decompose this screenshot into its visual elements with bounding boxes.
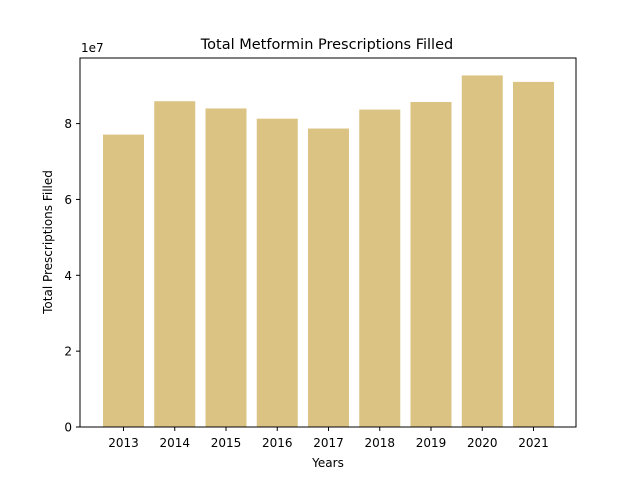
x-tick-label-2014: 2014	[159, 436, 190, 450]
x-tick-label-2017: 2017	[313, 436, 344, 450]
y-tick-label-0: 0	[64, 421, 72, 435]
y-tick-label-2: 2	[64, 345, 72, 359]
bar-2019	[410, 101, 452, 428]
bar-2017	[308, 128, 349, 428]
x-tick-label-2020: 2020	[467, 436, 498, 450]
bar-2016	[256, 118, 298, 428]
bars-group	[103, 75, 554, 428]
plot-frame	[79, 57, 577, 428]
bar-2018	[359, 109, 401, 427]
x-axis-ticks: 2013 2014 2015 2016 2017 2018 2019 2020 2021	[108, 427, 549, 450]
y-axis-label: Total Prescriptions Filled	[41, 170, 55, 315]
y-axis-ticks: 0 2 4 6 8	[64, 117, 80, 435]
x-axis-label: Years	[311, 456, 344, 470]
x-tick-label-2019: 2019	[416, 436, 447, 450]
x-tick-label-2016: 2016	[262, 436, 293, 450]
bar-2021	[513, 81, 554, 427]
x-tick-label-2018: 2018	[364, 436, 395, 450]
x-tick-label-2021: 2021	[518, 436, 549, 450]
bar-2015	[205, 108, 247, 427]
y-tick-label-6: 6	[64, 193, 72, 207]
x-tick-label-2015: 2015	[211, 436, 242, 450]
x-tick-label-2013: 2013	[108, 436, 139, 450]
bar-2020	[461, 75, 503, 427]
bar-2013	[103, 134, 144, 428]
y-axis-offset-label: 1e7	[81, 41, 104, 55]
bar-2014	[154, 101, 196, 427]
chart-title: Total Metformin Prescriptions Filled	[200, 37, 453, 53]
y-tick-label-8: 8	[64, 117, 72, 131]
y-tick-label-4: 4	[64, 269, 72, 283]
